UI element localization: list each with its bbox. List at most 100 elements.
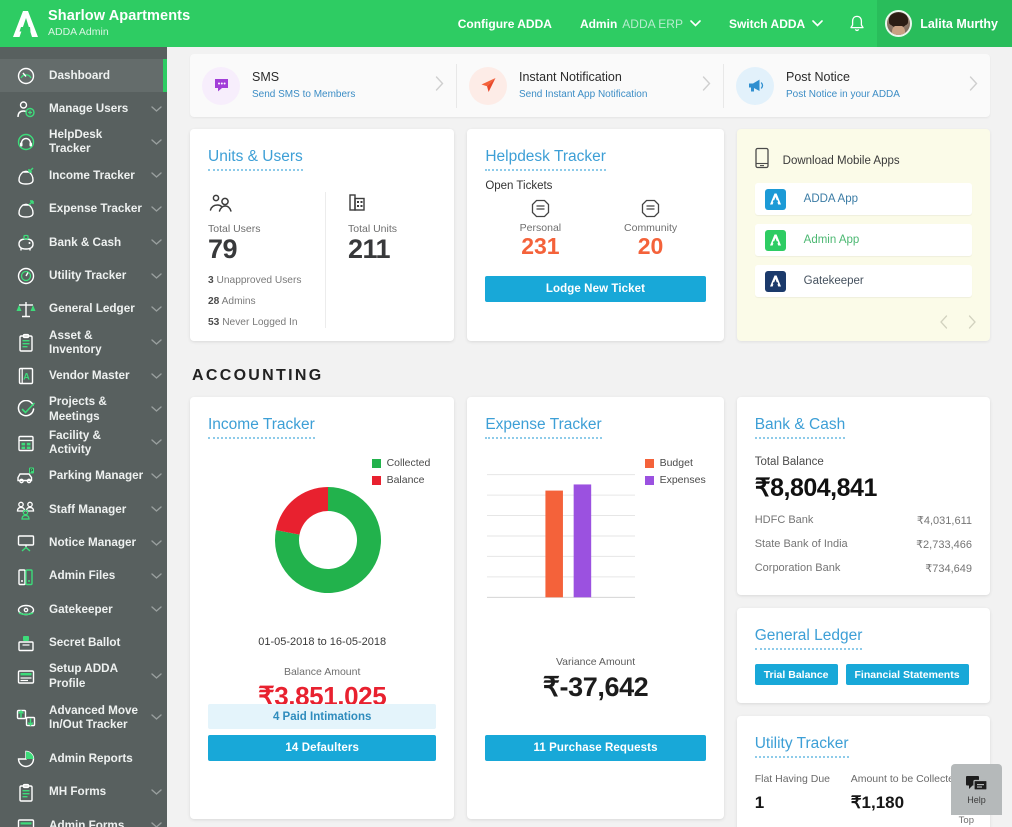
sidebar-item-expense-tracker[interactable]: Expense Tracker xyxy=(0,193,167,226)
trial-balance-button[interactable]: Trial Balance xyxy=(754,664,838,685)
legend-label: Balance xyxy=(386,474,425,486)
chevron-right-icon[interactable] xyxy=(968,315,976,333)
total-users-value: 79 xyxy=(208,234,238,264)
sidebar-item-label: Expense Tracker xyxy=(49,202,142,216)
financial-statements-button[interactable]: Financial Statements xyxy=(845,664,969,685)
chevron-down-icon xyxy=(151,203,167,216)
chevron-right-icon xyxy=(427,75,444,96)
meter-gauge-icon xyxy=(13,265,39,287)
sidebar-item-manage-users[interactable]: Manage Users xyxy=(0,92,167,125)
sidebar-item-utility-tracker[interactable]: Utility Tracker xyxy=(0,259,167,292)
purchase-requests-button[interactable]: 11 Purchase Requests xyxy=(485,735,706,761)
quick-action-post-notice[interactable]: Post Notice Post Notice in your ADDA xyxy=(724,64,990,108)
lodge-new-ticket-button[interactable]: Lodge New Ticket xyxy=(485,276,706,302)
quick-action-title: SMS xyxy=(252,69,280,84)
back-to-top-link[interactable]: Top xyxy=(958,815,974,826)
bell-icon xyxy=(850,15,864,31)
sidebar-item-facility-activity[interactable]: Facility & Activity xyxy=(0,426,167,459)
general-ledger-title[interactable]: General Ledger xyxy=(754,627,863,650)
bank-amount: ₹2,733,466 xyxy=(916,539,972,551)
quick-action-subtitle: Post Notice in your ADDA xyxy=(786,88,900,100)
legend-label: Expenses xyxy=(659,474,706,486)
notification-bell-button[interactable] xyxy=(837,0,877,47)
admin-app-icon xyxy=(764,229,786,251)
switch-adda-selector[interactable]: Switch ADDA xyxy=(715,0,837,47)
quick-action-instant-notification[interactable]: Instant Notification Send Instant App No… xyxy=(457,64,723,108)
top-navigation: Configure ADDA Admin ADDA ERP Switch ADD… xyxy=(167,0,1012,47)
sidebar-item-mh-forms[interactable]: MH Forms xyxy=(0,776,167,809)
sidebar-item-vendor-master[interactable]: A Vendor Master xyxy=(0,360,167,393)
app-row-adda[interactable]: ADDA App xyxy=(754,183,972,215)
sidebar-item-label: Income Tracker xyxy=(49,168,135,182)
accounting-cards-row: Income Tracker Collec xyxy=(190,397,990,827)
income-donut-chart: Collected Balance xyxy=(208,457,436,615)
chevron-left-icon[interactable] xyxy=(940,315,948,333)
sidebar-item-staff-manager[interactable]: Staff Manager xyxy=(0,493,167,526)
scales-icon xyxy=(13,298,39,320)
chevron-down-icon xyxy=(151,303,167,316)
sidebar-item-dashboard[interactable]: Dashboard xyxy=(0,59,167,93)
sidebar-item-secret-ballot[interactable]: Secret Ballot xyxy=(0,627,167,660)
sidebar-item-label: Admin Reports xyxy=(49,751,133,765)
variance-amount-label: Variance Amount xyxy=(555,656,636,668)
income-tracker-title[interactable]: Income Tracker xyxy=(208,416,315,439)
chevron-down-icon xyxy=(151,336,167,349)
brand-block[interactable]: Sharlow Apartments ADDA Admin xyxy=(0,8,190,40)
community-value: 20 xyxy=(637,233,664,259)
bank-name: HDFC Bank xyxy=(754,514,814,526)
sidebar-item-income-tracker[interactable]: Income Tracker xyxy=(0,159,167,192)
utility-tracker-title[interactable]: Utility Tracker xyxy=(754,735,849,758)
sidebar-item-label: Admin Files xyxy=(49,569,116,583)
bar-budget xyxy=(545,490,564,598)
accounting-right-column: Bank & Cash Total Balance ₹8,804,841 HDF… xyxy=(736,397,990,827)
sidebar-item-parking-manager[interactable]: P Parking Manager xyxy=(0,460,167,493)
expense-tracker-title[interactable]: Expense Tracker xyxy=(485,416,602,439)
defaulters-button[interactable]: 14 Defaulters xyxy=(208,735,437,761)
user-menu-button[interactable]: Lalita Murthy xyxy=(877,0,1012,47)
app-row-gatekeeper[interactable]: Gatekeeper xyxy=(754,265,972,297)
amount-to-collect-block: Amount to be Collected ₹1,180 xyxy=(851,773,960,813)
sidebar-item-asset-inventory[interactable]: Asset & Inventory xyxy=(0,326,167,359)
admin-selector[interactable]: Admin ADDA ERP xyxy=(566,0,715,47)
community-label: Community xyxy=(624,222,678,234)
help-widget-button[interactable]: Help xyxy=(951,764,1002,815)
megaphone-icon xyxy=(736,66,774,105)
sidebar-item-bank-cash[interactable]: Bank & Cash xyxy=(0,226,167,259)
chevron-down-icon xyxy=(690,20,701,27)
sidebar-item-projects-meetings[interactable]: Projects & Meetings xyxy=(0,393,167,426)
units-users-title[interactable]: Units & Users xyxy=(208,148,303,171)
sidebar-item-admin-forms[interactable]: Admin Forms xyxy=(0,809,167,827)
configure-adda-label: Configure ADDA xyxy=(457,16,552,31)
quick-action-sms[interactable]: SMS Send SMS to Members xyxy=(190,64,456,108)
sidebar-item-label: Setup ADDA Profile xyxy=(49,662,118,690)
vendor-card-icon: A xyxy=(13,365,39,387)
sidebar-item-general-ledger[interactable]: General Ledger xyxy=(0,293,167,326)
files-icon xyxy=(13,566,39,588)
sidebar-item-label: Manage Users xyxy=(49,101,129,115)
sidebar-item-advanced-move-in-out-tracker[interactable]: Advanced Move In/Out Tracker xyxy=(0,693,167,742)
sidebar-item-setup-adda-profile[interactable]: Setup ADDA Profile xyxy=(0,660,167,693)
helpdesk-tracker-title[interactable]: Helpdesk Tracker xyxy=(485,148,606,171)
sidebar-item-helpdesk-tracker[interactable]: HelpDesk Tracker xyxy=(0,126,167,159)
sidebar-item-label: Staff Manager xyxy=(49,502,127,516)
chevron-down-icon xyxy=(151,786,167,799)
total-units-block: Total Units 211 xyxy=(326,192,397,328)
app-row-admin[interactable]: Admin App xyxy=(754,224,972,256)
configure-adda-link[interactable]: Configure ADDA xyxy=(444,0,566,47)
sidebar-item-label: HelpDesk Tracker xyxy=(49,128,103,156)
bank-cash-title[interactable]: Bank & Cash xyxy=(754,416,846,439)
sidebar-item-admin-files[interactable]: Admin Files xyxy=(0,560,167,593)
sidebar-item-notice-manager[interactable]: Notice Manager xyxy=(0,526,167,559)
total-users-label: Total Users xyxy=(208,223,261,235)
svg-text:A: A xyxy=(23,372,30,382)
form-clipboard-icon xyxy=(13,782,39,804)
sidebar-item-gatekeeper[interactable]: Gatekeeper xyxy=(0,593,167,626)
sidebar-item-label: General Ledger xyxy=(49,302,135,316)
paid-intimations-button[interactable]: 4 Paid Intimations xyxy=(208,704,437,729)
sidebar-item-admin-reports[interactable]: Admin Reports xyxy=(0,742,167,775)
gatekeeper-app-icon xyxy=(764,270,786,292)
quick-action-subtitle: Send Instant App Notification xyxy=(519,88,648,100)
form-icon xyxy=(13,815,39,827)
chat-bubble-icon xyxy=(202,66,240,105)
